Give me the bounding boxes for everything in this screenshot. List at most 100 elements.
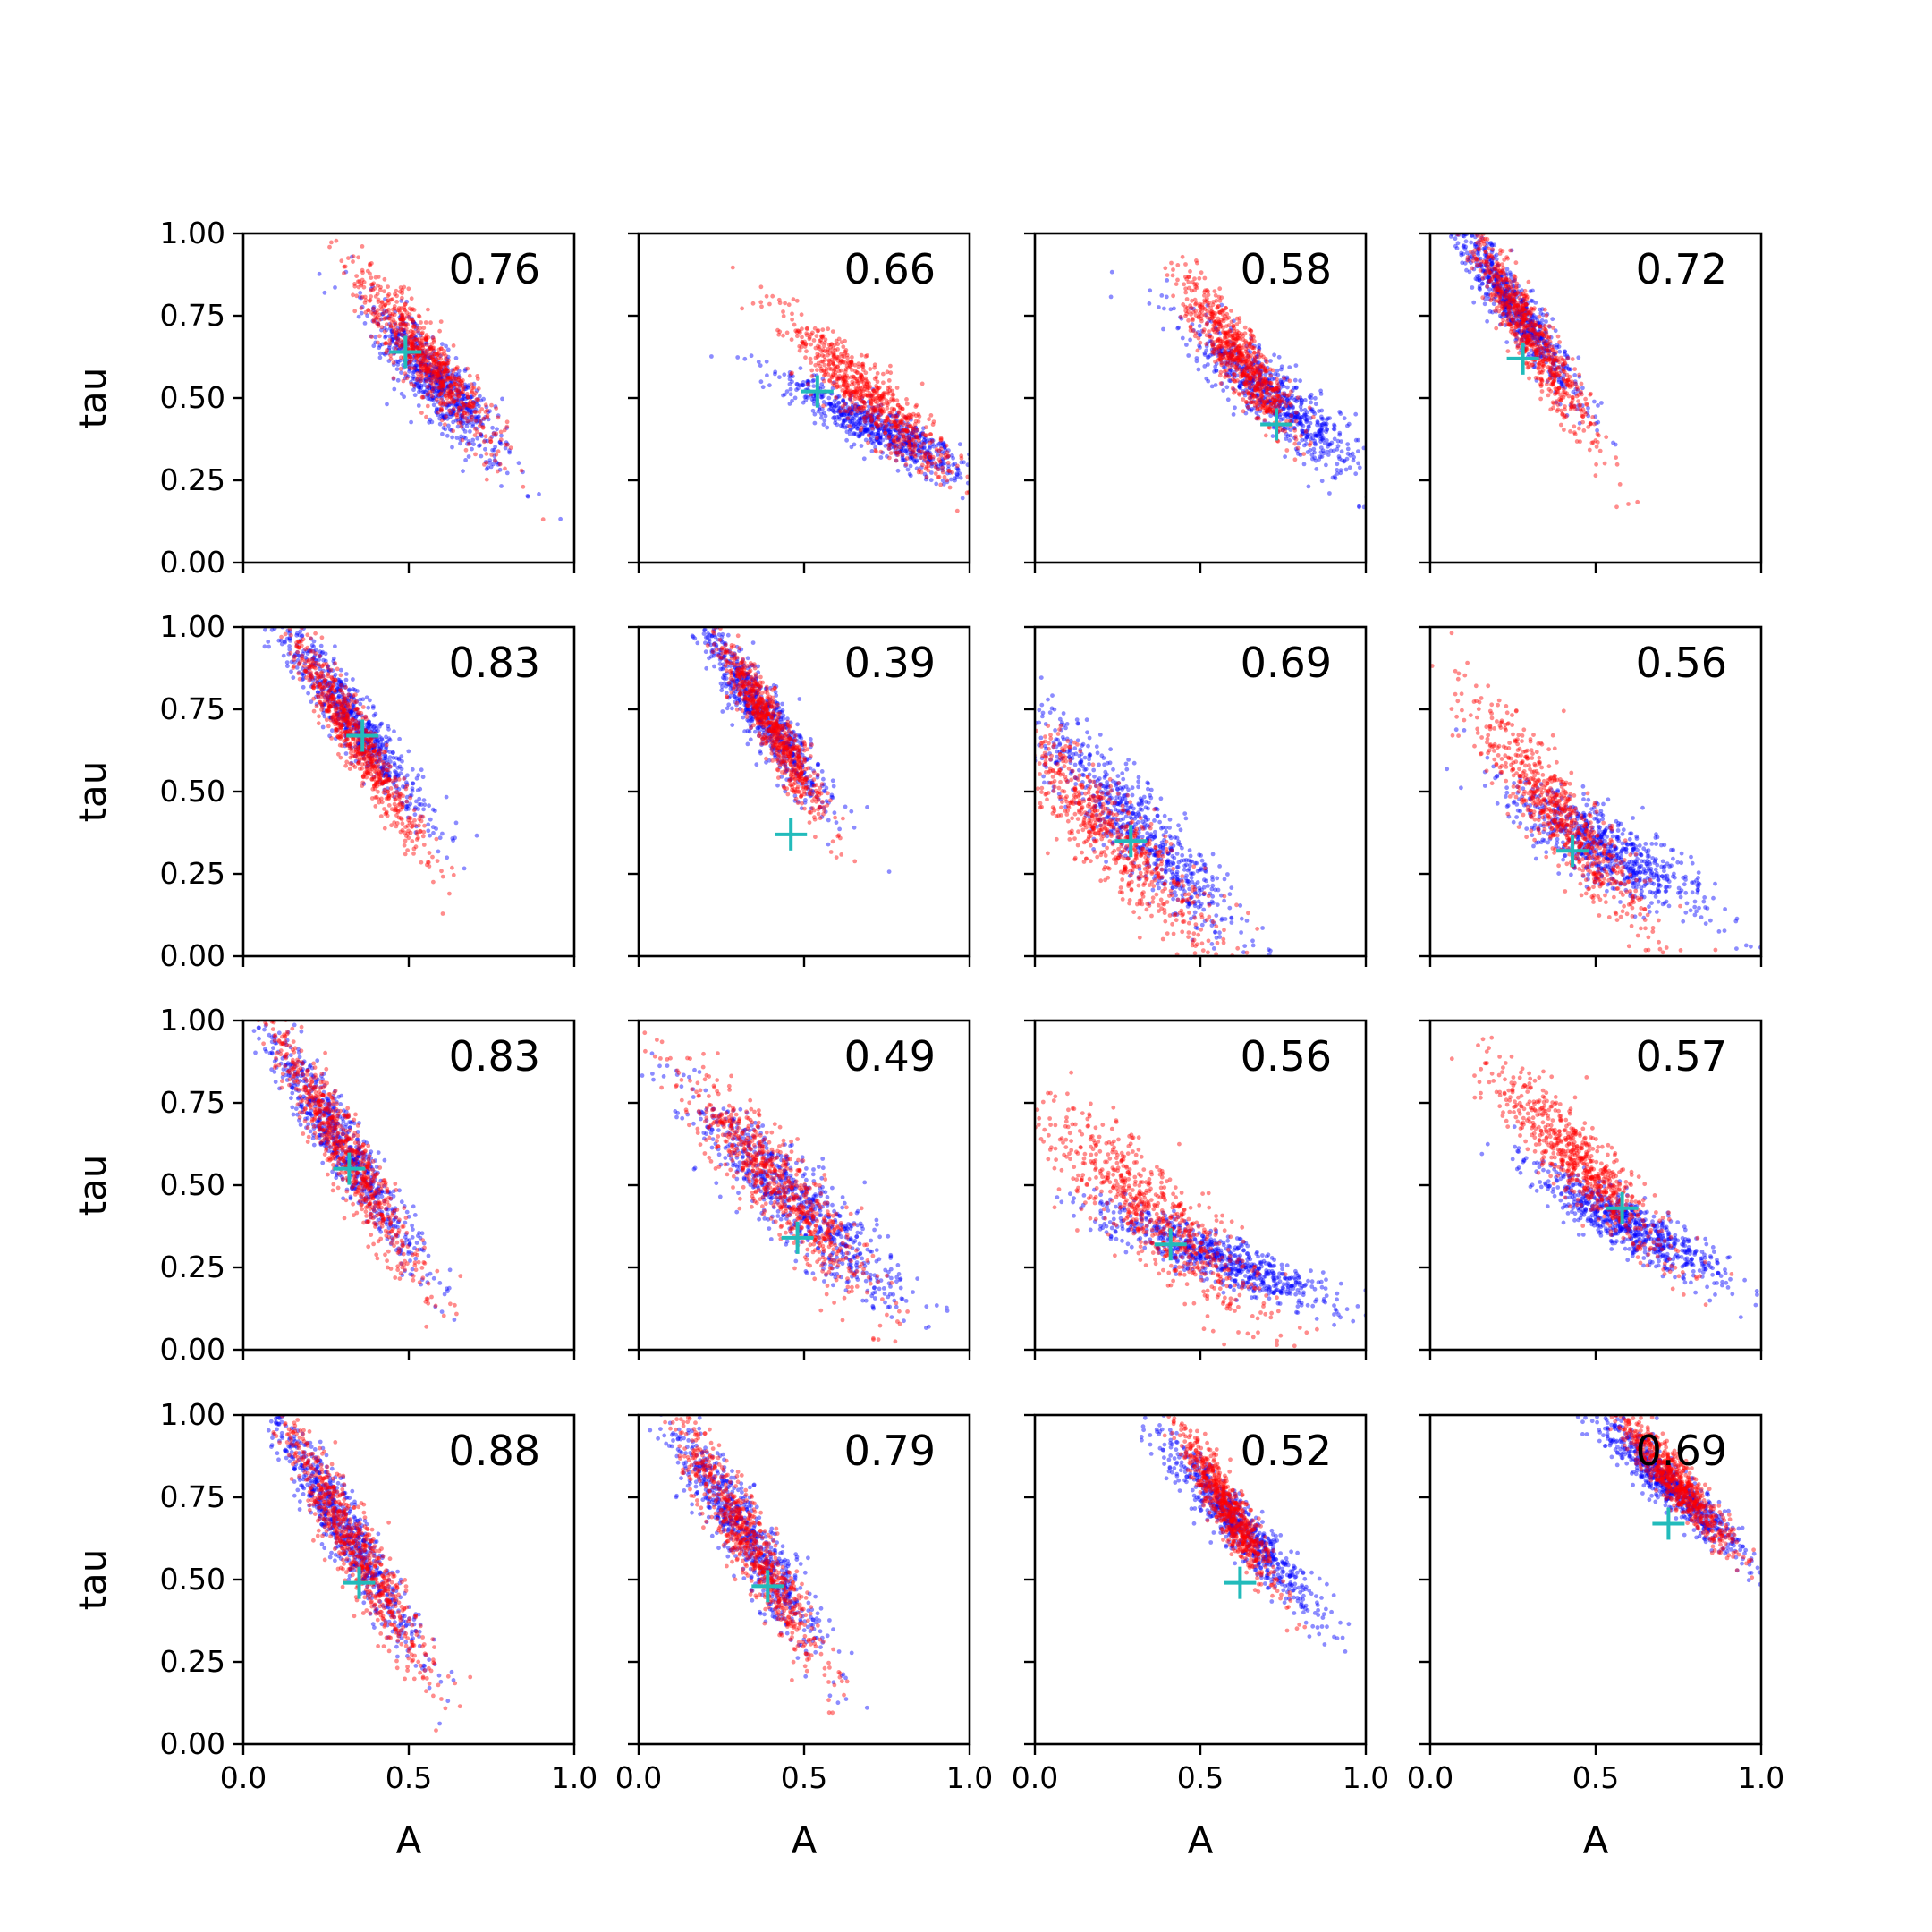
- blue-sample-point: [1300, 428, 1305, 434]
- blue-sample-point: [423, 362, 428, 367]
- red-sample-point: [403, 301, 408, 307]
- red-sample-point: [933, 464, 938, 470]
- red-sample-point: [871, 396, 876, 402]
- blue-sample-point: [453, 418, 459, 423]
- red-sample-point: [388, 324, 394, 329]
- red-sample-point: [856, 396, 861, 401]
- blue-sample-point: [436, 376, 442, 380]
- red-sample-point: [868, 400, 873, 405]
- red-sample-point: [869, 401, 874, 406]
- blue-sample-point: [1273, 389, 1278, 394]
- blue-sample-point: [1490, 309, 1495, 315]
- blue-sample-point: [397, 332, 402, 336]
- red-sample-point: [894, 424, 898, 429]
- blue-sample-point: [1240, 370, 1244, 375]
- blue-sample-point: [820, 407, 825, 411]
- correlation-label: 0.58: [1241, 245, 1332, 293]
- red-sample-point: [883, 430, 887, 436]
- red-sample-point: [850, 368, 854, 372]
- blue-sample-point: [1312, 455, 1318, 461]
- blue-sample-point: [1258, 382, 1263, 387]
- blue-sample-point: [1234, 373, 1240, 378]
- red-sample-point: [390, 311, 395, 317]
- red-sample-point: [445, 369, 451, 374]
- blue-sample-point: [931, 444, 936, 449]
- red-sample-point: [1186, 318, 1191, 323]
- blue-sample-point: [1262, 368, 1267, 373]
- blue-sample-point: [1519, 337, 1524, 343]
- blue-sample-point: [881, 428, 886, 433]
- red-sample-point: [460, 437, 465, 443]
- red-sample-point: [1218, 341, 1224, 346]
- blue-sample-point: [1529, 323, 1533, 328]
- red-sample-point: [382, 329, 387, 334]
- blue-sample-point: [909, 417, 913, 422]
- blue-sample-point: [1159, 293, 1165, 298]
- red-sample-point: [1195, 348, 1200, 353]
- red-sample-point: [431, 340, 436, 344]
- blue-sample-point: [1559, 369, 1563, 374]
- blue-sample-point: [1204, 348, 1208, 353]
- blue-sample-point: [445, 411, 450, 417]
- blue-sample-point: [460, 397, 465, 402]
- blue-sample-point: [1523, 301, 1529, 307]
- red-sample-point: [904, 429, 910, 434]
- red-sample-point: [1221, 352, 1225, 357]
- red-sample-point: [478, 432, 483, 436]
- red-sample-point: [835, 354, 840, 360]
- blue-sample-point: [919, 465, 924, 470]
- red-sample-point: [438, 365, 444, 369]
- blue-sample-point: [478, 394, 482, 399]
- red-sample-point: [790, 317, 794, 322]
- red-sample-point: [424, 337, 428, 343]
- red-sample-point: [843, 390, 848, 394]
- blue-sample-point: [400, 344, 405, 349]
- blue-sample-point: [867, 427, 872, 432]
- blue-sample-point: [421, 394, 427, 400]
- blue-sample-point: [1499, 279, 1504, 284]
- red-sample-point: [495, 469, 500, 474]
- red-sample-point: [1274, 398, 1279, 403]
- blue-sample-point: [1308, 448, 1313, 453]
- red-sample-point: [394, 333, 398, 337]
- red-sample-point: [919, 444, 924, 449]
- blue-sample-point: [1529, 337, 1534, 342]
- blue-sample-point: [806, 379, 811, 385]
- blue-sample-point: [1357, 465, 1362, 470]
- red-sample-point: [892, 424, 896, 429]
- blue-sample-point: [1345, 446, 1351, 452]
- red-sample-point: [886, 443, 891, 447]
- blue-sample-point: [1255, 370, 1260, 376]
- blue-sample-point: [399, 343, 404, 348]
- red-sample-point: [1230, 354, 1235, 360]
- blue-sample-point: [1261, 388, 1266, 393]
- blue-sample-point: [1229, 352, 1233, 357]
- blue-sample-point: [462, 369, 468, 373]
- red-sample-point: [438, 356, 444, 361]
- red-sample-point: [1244, 373, 1250, 378]
- red-sample-point: [830, 360, 835, 365]
- blue-sample-point: [455, 402, 461, 407]
- red-sample-point: [835, 358, 841, 363]
- red-sample-point: [804, 326, 809, 331]
- red-sample-point: [1299, 434, 1303, 438]
- blue-sample-point: [441, 381, 446, 386]
- blue-sample-point: [1313, 433, 1318, 438]
- red-sample-point: [936, 467, 941, 472]
- blue-sample-point: [1331, 448, 1336, 453]
- red-sample-point: [929, 461, 935, 466]
- blue-sample-point: [1304, 419, 1309, 425]
- blue-sample-point: [1309, 395, 1314, 401]
- blue-sample-point: [990, 470, 995, 475]
- blue-sample-point: [844, 437, 849, 443]
- blue-sample-point: [940, 458, 945, 463]
- red-sample-point: [901, 428, 906, 432]
- blue-sample-point: [923, 452, 928, 457]
- blue-sample-point: [1489, 267, 1495, 273]
- blue-sample-point: [869, 449, 875, 453]
- blue-sample-point: [1302, 398, 1308, 402]
- red-sample-point: [391, 326, 396, 330]
- blue-sample-point: [393, 321, 397, 326]
- blue-sample-point: [1523, 306, 1529, 311]
- red-sample-point: [1234, 368, 1240, 372]
